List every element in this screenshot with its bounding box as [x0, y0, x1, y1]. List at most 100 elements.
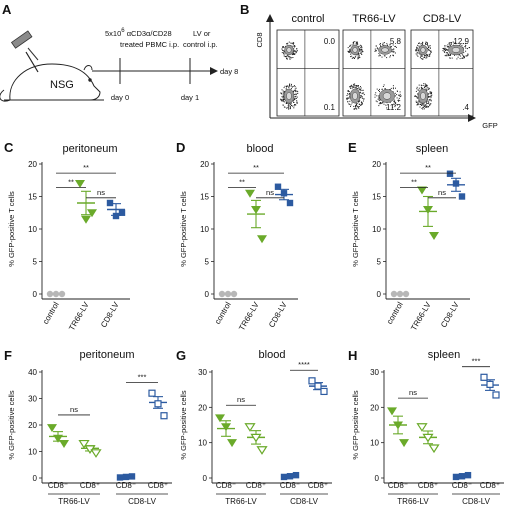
flow-dot — [351, 102, 353, 104]
flow-dot — [361, 96, 363, 98]
flow-dot — [281, 96, 283, 98]
data-point — [286, 473, 294, 480]
mouse-label: NSG — [50, 79, 74, 91]
flow-dot — [444, 49, 446, 50]
flow-dot — [465, 50, 467, 52]
flow-dot — [379, 43, 381, 45]
flow-dot — [425, 42, 427, 44]
flow-dot — [449, 42, 451, 44]
category-label: CD8-LV — [267, 300, 289, 329]
flow-dot — [363, 92, 365, 94]
flow-dot — [399, 95, 401, 97]
data-point — [308, 377, 316, 385]
data-point — [274, 183, 282, 190]
flow-dot — [354, 56, 356, 58]
flow-dot — [430, 93, 432, 95]
data-point — [257, 235, 267, 244]
flow-dot — [280, 92, 282, 94]
data-point — [46, 290, 54, 298]
flow-dot — [284, 106, 286, 108]
data-point — [486, 380, 494, 388]
flow-dot — [361, 93, 363, 95]
flow-dot — [362, 100, 364, 102]
flow-dot — [428, 46, 429, 48]
category-label: CD8⁻ — [116, 481, 136, 490]
flow-dot — [361, 89, 363, 91]
flow-dot — [286, 107, 288, 109]
flow-dot — [418, 87, 420, 89]
flow-dot — [292, 45, 294, 47]
y-tick-label: 10 — [28, 225, 37, 234]
flow-dot — [283, 99, 285, 100]
data-point — [280, 190, 288, 197]
flow-dot — [353, 56, 355, 58]
flow-dot — [348, 103, 350, 105]
flow-dot — [286, 58, 288, 59]
y-tick-label: 20 — [28, 160, 37, 169]
flow-dot — [353, 86, 355, 88]
flow-dot — [447, 53, 449, 55]
flow-density-core — [451, 47, 461, 53]
flow-dot — [426, 55, 428, 57]
flow-dot — [422, 58, 424, 60]
flow-dot — [418, 84, 420, 86]
flow-dot — [429, 45, 431, 47]
flow-dot — [375, 92, 377, 94]
data-point — [90, 449, 102, 458]
flow-dot — [392, 51, 394, 53]
flow-density-core — [420, 47, 426, 53]
data-point — [251, 206, 261, 214]
flow-dot — [288, 86, 290, 88]
flow-dot — [360, 86, 361, 88]
data-point — [75, 180, 85, 188]
data-point — [221, 423, 231, 432]
flow-dot — [287, 105, 289, 107]
flow-dot — [349, 50, 351, 51]
flow-dot — [291, 105, 292, 106]
flow-dot — [296, 50, 298, 52]
flow-dot — [295, 93, 297, 95]
flow-dot — [354, 108, 356, 110]
flow-dot — [294, 53, 296, 55]
data-point — [480, 373, 488, 381]
flow-dot — [395, 102, 397, 104]
flow-dot — [444, 45, 446, 47]
flow-dot — [355, 44, 357, 46]
flow-density-core — [382, 92, 392, 100]
y-tick-label: 5 — [33, 258, 38, 267]
flow-dot — [395, 46, 397, 48]
flow-dot — [355, 107, 357, 109]
flow-dot — [355, 85, 357, 87]
flow-dot — [428, 45, 430, 47]
category-label: TR66-LV — [237, 300, 261, 332]
flow-dot — [361, 54, 363, 55]
flow-dot — [380, 45, 381, 47]
data-point — [116, 474, 124, 481]
flow-dot — [353, 85, 355, 87]
b-x-axis-label: GFP — [482, 121, 497, 130]
flow-dot — [286, 43, 288, 45]
flow-dot — [293, 85, 295, 87]
flow-dot — [355, 55, 357, 57]
flow-dot — [426, 89, 428, 91]
flow-dot — [419, 102, 421, 104]
flow-dot — [465, 47, 467, 49]
flow-dot — [356, 85, 358, 86]
flow-dot — [346, 95, 348, 96]
flow-dot — [450, 54, 452, 55]
flow-dot — [349, 103, 351, 105]
y-tick-label: 0 — [375, 474, 380, 483]
flow-dot — [449, 43, 451, 45]
flow-dot — [291, 42, 293, 44]
flow-dot — [426, 84, 428, 86]
y-tick-label: 10 — [372, 225, 381, 234]
flow-plots: control 0.0 0.1 TR66-LV 5.8 11.2 CD8-LV 12.9 .4 — [276, 13, 474, 117]
flow-dot — [361, 102, 363, 104]
flow-dot — [452, 41, 454, 43]
flow-dot — [418, 45, 420, 47]
treatment-label-line2: treated PBMC i.p. — [120, 40, 179, 49]
flow-dot — [427, 95, 429, 97]
flow-dot — [398, 97, 400, 99]
flow-dot — [447, 55, 449, 57]
flow-dot — [454, 54, 455, 56]
